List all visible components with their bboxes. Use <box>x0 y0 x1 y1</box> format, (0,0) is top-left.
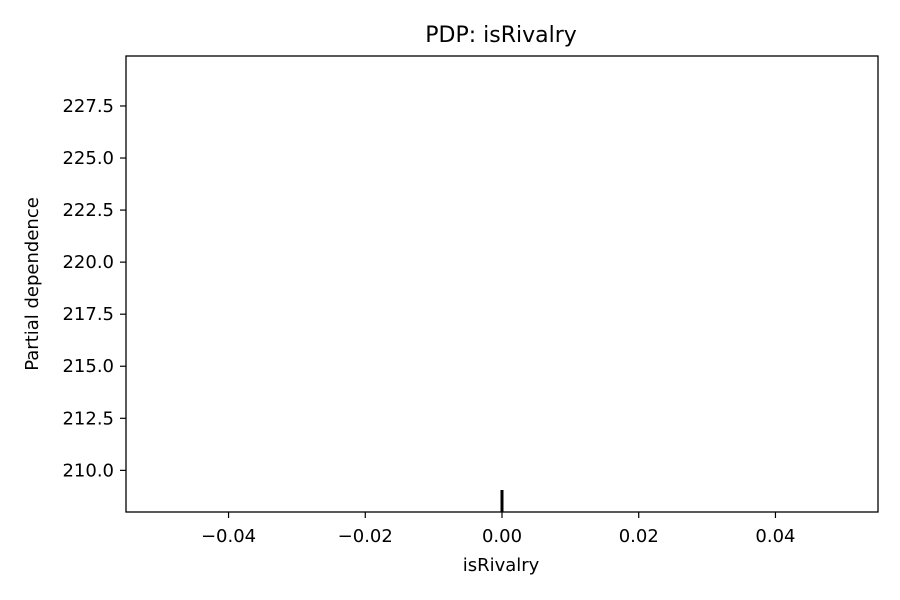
y-tick-label: 217.5 <box>62 304 114 325</box>
x-tick-label: 0.04 <box>755 526 795 547</box>
chart-title: PDP: isRivalry <box>425 23 577 48</box>
y-tick-label: 220.0 <box>62 252 114 273</box>
y-tick-label: 215.0 <box>62 356 114 377</box>
x-tick-label: −0.04 <box>201 526 256 547</box>
y-tick-label: 212.5 <box>62 408 114 429</box>
x-tick-label: −0.02 <box>338 526 393 547</box>
y-axis-label: Partial dependence <box>22 197 43 371</box>
y-tick-label: 222.5 <box>62 200 114 221</box>
y-tick-label: 227.5 <box>62 96 114 117</box>
plot-frame <box>125 55 879 513</box>
x-tick-label: 0.00 <box>482 526 522 547</box>
y-axis: 210.0 212.5 215.0 217.5 220.0 222.5 225.0 227.5 <box>62 96 126 481</box>
x-tick-label: 0.02 <box>619 526 659 547</box>
y-tick-label: 225.0 <box>62 148 114 169</box>
y-tick-label: 210.0 <box>62 460 114 481</box>
x-axis-label: isRivalry <box>463 555 540 576</box>
x-axis: −0.04 −0.02 0.00 0.02 0.04 <box>201 512 795 547</box>
